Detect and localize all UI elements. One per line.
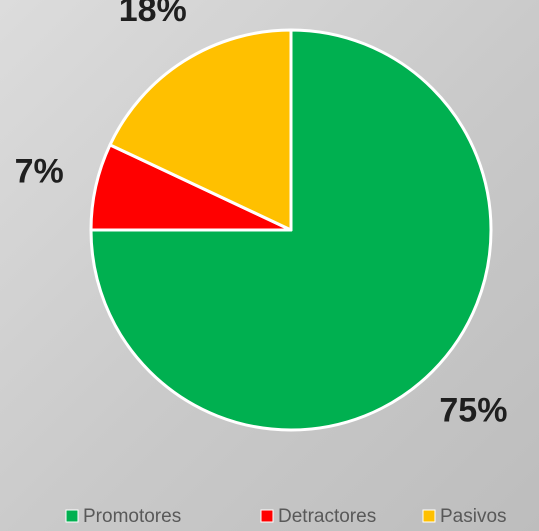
legend-swatch — [422, 509, 436, 523]
pie-slice — [108, 28, 293, 232]
legend-swatch — [65, 509, 79, 523]
data-label: 7% — [15, 153, 64, 191]
legend-label: Detractores — [278, 506, 376, 527]
pie-slice — [89, 28, 493, 432]
legend-swatch — [260, 509, 274, 523]
data-label: 18% — [119, 0, 187, 29]
legend-label: Promotores — [83, 506, 181, 527]
legend-label: Pasivos — [440, 506, 507, 527]
data-label: 75% — [439, 391, 507, 429]
